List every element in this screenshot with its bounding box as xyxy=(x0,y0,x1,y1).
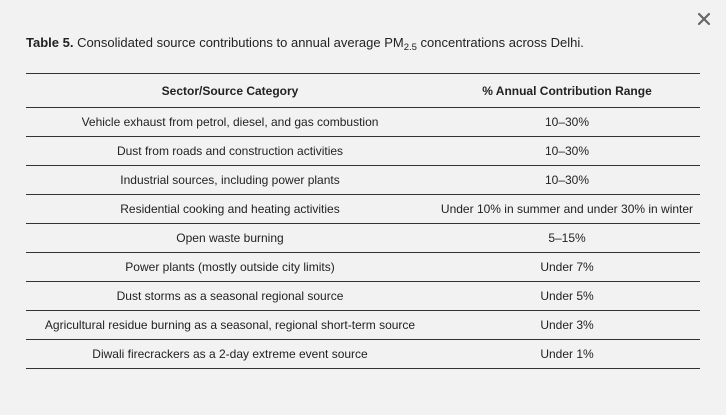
caption-subscript: 2.5 xyxy=(403,42,417,53)
table-header-row: Sector/Source Category % Annual Contribu… xyxy=(26,73,700,108)
table-caption: Table 5. Consolidated source contributio… xyxy=(26,35,584,53)
contribution-cell: 10–30% xyxy=(434,136,700,166)
sector-cell: Diwali firecrackers as a 2-day extreme e… xyxy=(26,339,434,369)
close-icon xyxy=(697,12,711,26)
source-contribution-table: Sector/Source Category % Annual Contribu… xyxy=(26,73,700,369)
table-row: Power plants (mostly outside city limits… xyxy=(26,252,700,282)
contribution-cell: 10–30% xyxy=(434,107,700,137)
table-row: Residential cooking and heating activiti… xyxy=(26,194,700,224)
table-row: Open waste burning 5–15% xyxy=(26,223,700,253)
contribution-cell: 10–30% xyxy=(434,165,700,195)
contribution-cell: Under 10% in summer and under 30% in win… xyxy=(434,194,700,224)
caption-text-end: concentrations across Delhi. xyxy=(416,35,584,50)
contribution-cell: 5–15% xyxy=(434,223,700,253)
contribution-cell: Under 3% xyxy=(434,310,700,340)
header-contribution: % Annual Contribution Range xyxy=(434,73,700,108)
header-sector: Sector/Source Category xyxy=(26,73,434,108)
table-row: Agricultural residue burning as a season… xyxy=(26,310,700,340)
sector-cell: Open waste burning xyxy=(26,223,434,253)
sector-cell: Industrial sources, including power plan… xyxy=(26,165,434,195)
sector-cell: Power plants (mostly outside city limits… xyxy=(26,252,434,282)
table-row: Industrial sources, including power plan… xyxy=(26,165,700,195)
contribution-cell: Under 5% xyxy=(434,281,700,311)
contribution-cell: Under 1% xyxy=(434,339,700,369)
sector-cell: Vehicle exhaust from petrol, diesel, and… xyxy=(26,107,434,137)
table-row: Diwali firecrackers as a 2-day extreme e… xyxy=(26,339,700,369)
table-row: Dust from roads and construction activit… xyxy=(26,136,700,166)
table-row: Dust storms as a seasonal regional sourc… xyxy=(26,281,700,311)
caption-label: Table 5. xyxy=(26,35,74,50)
caption-text: Consolidated source contributions to ann… xyxy=(73,35,404,50)
sector-cell: Residential cooking and heating activiti… xyxy=(26,194,434,224)
contribution-cell: Under 7% xyxy=(434,252,700,282)
sector-cell: Agricultural residue burning as a season… xyxy=(26,310,434,340)
sector-cell: Dust storms as a seasonal regional sourc… xyxy=(26,281,434,311)
table-row: Vehicle exhaust from petrol, diesel, and… xyxy=(26,107,700,137)
sector-cell: Dust from roads and construction activit… xyxy=(26,136,434,166)
close-button[interactable] xyxy=(696,11,712,27)
